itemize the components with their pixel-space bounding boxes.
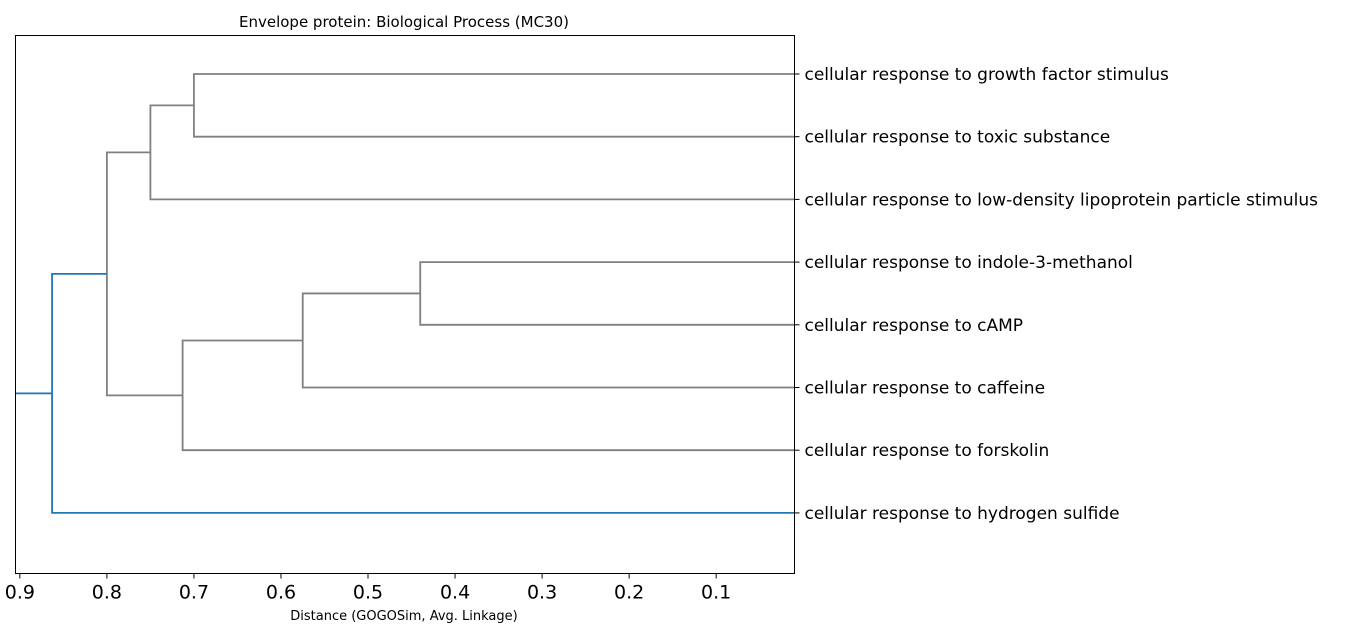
link-B [149, 104, 795, 201]
link-E [181, 339, 795, 452]
leaf-label: cellular response to growth factor stimu… [805, 65, 1169, 85]
x-tick-label: 0.6 [266, 582, 296, 604]
leaf-labels: cellular response to growth factor stimu… [794, 65, 1319, 524]
chart-title: Envelope protein: Biological Process (MC… [239, 13, 569, 31]
leaf-label: cellular response to caffeine [805, 379, 1046, 399]
plot-frame [15, 35, 795, 574]
x-tick-label: 0.1 [701, 582, 731, 604]
x-tick-label: 0.7 [179, 582, 209, 604]
x-tick-label: 0.2 [614, 582, 644, 604]
leaf-label: cellular response to toxic substance [805, 128, 1111, 148]
link-D [301, 292, 795, 389]
x-axis-ticks: 0.9 0.8 0.7 0.6 0.5 0.4 0.3 0.2 0.1 [5, 573, 731, 604]
leaf-label: cellular response to indole-3-methanol [805, 253, 1133, 273]
leaf-label: cellular response to cAMP [805, 316, 1024, 336]
x-tick-label: 0.4 [440, 582, 470, 604]
leaf-label: cellular response to hydrogen sulfide [805, 504, 1120, 524]
x-tick-label: 0.9 [5, 582, 35, 604]
x-tick-label: 0.8 [92, 582, 122, 604]
link-C [419, 261, 795, 326]
x-tick-label: 0.3 [527, 582, 557, 604]
x-axis-label: Distance (GOGOSim, Avg. Linkage) [290, 609, 517, 624]
leaf-label: cellular response to forskolin [805, 441, 1050, 461]
link-A [193, 73, 795, 138]
leaf-label: cellular response to low-density lipopro… [805, 190, 1319, 210]
x-tick-label: 0.5 [353, 582, 383, 604]
link-F [105, 151, 183, 397]
dendrogram-links [15, 73, 795, 514]
link-G [51, 272, 795, 514]
